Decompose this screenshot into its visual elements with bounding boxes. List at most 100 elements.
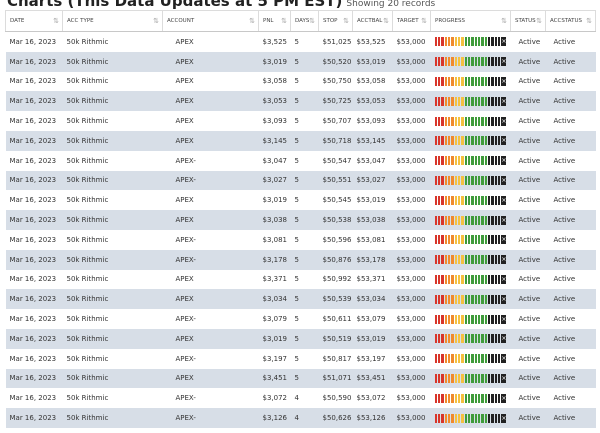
cell: Mar 16, 2023 — [9, 196, 57, 205]
cell: APEX- — [175, 354, 196, 363]
column-header[interactable]: ACCSTATUS ⇅ — [545, 10, 596, 32]
table-row[interactable]: Mar 16, 2023 50k Rithmic APEX $3,093 5 $50,70… — [6, 111, 596, 131]
table-row[interactable]: Mar 16, 2023 50k Rithmic APEX- $3,047 5 $50,5… — [6, 151, 596, 171]
sort-icon[interactable]: ⇅ — [501, 17, 507, 25]
sort-icon[interactable]: ⇅ — [343, 17, 349, 25]
cell: APEX- — [175, 156, 196, 165]
progress-segment — [464, 314, 467, 324]
column-header[interactable]: STOP ⇅ — [318, 10, 353, 32]
table-row[interactable]: Mar 16, 2023 50k Rithmic APEX $3,058 5 $50,75… — [6, 72, 596, 92]
progress-segment — [457, 413, 461, 423]
sort-icon[interactable]: ⇅ — [421, 17, 427, 25]
progress-segment — [477, 235, 481, 245]
table-row[interactable]: Mar 16, 2023 50k Rithmic APEX $3,145 5 $50,71… — [5, 130, 596, 151]
table-row[interactable]: Mar 16, 2023 50k Rithmic APEX $3,034 5 $50,53… — [5, 289, 596, 310]
cell: $53,000 — [396, 156, 426, 165]
progress-segment — [488, 334, 491, 344]
table-row[interactable]: Mar 16, 2023 50k Rithmic APEX $3,019 5 $50,54… — [6, 190, 596, 210]
progress-segment — [461, 354, 464, 364]
progress-segment — [451, 373, 454, 383]
progress-segment — [471, 393, 474, 403]
cell: $53,019 — [356, 196, 386, 205]
cell: 50k Rithmic — [62, 170, 163, 191]
table-row[interactable]: Mar 16, 2023 50k Rithmic APEX $3,525 5 $51,02… — [6, 32, 596, 52]
column-header[interactable]: ACCTBAL ⇅ — [352, 10, 393, 32]
cell: Mar 16, 2023 — [9, 77, 57, 86]
progress-segment — [477, 57, 481, 67]
table-row[interactable]: Mar 16, 2023 50k Rithmic APEX $3,451 5 $51,07… — [5, 368, 596, 389]
table-row[interactable]: Mar 16, 2023 50k Rithmic APEX- $3,072 4 $50,5… — [6, 388, 596, 408]
progress-segment — [484, 136, 487, 146]
cell: $50,707 — [322, 117, 352, 126]
cell: Mar 16, 2023 — [9, 354, 57, 363]
progress-segment — [464, 274, 467, 284]
progress-segment — [447, 334, 451, 344]
sort-icon[interactable]: ⇅ — [309, 17, 315, 25]
column-header[interactable]: TARGET ⇅ — [392, 10, 431, 32]
sort-icon[interactable]: ⇅ — [281, 17, 287, 25]
progress-segment — [481, 96, 484, 106]
progress-segment — [447, 314, 451, 324]
progress-end: × — [501, 393, 507, 403]
column-header[interactable]: DAYS ⇅ — [290, 10, 319, 32]
subtitle: Showing 20 records — [346, 0, 436, 9]
sort-icon[interactable]: ⇅ — [153, 17, 159, 25]
sort-icon[interactable]: ⇅ — [249, 17, 255, 25]
sort-icon[interactable]: ⇅ — [383, 17, 389, 25]
progress-segment — [491, 37, 494, 47]
progress-segment — [457, 175, 461, 185]
sort-icon[interactable]: ⇅ — [536, 17, 542, 25]
progress-segment — [491, 334, 494, 344]
cell: $51,071 — [318, 368, 353, 389]
progress-segment — [484, 393, 487, 403]
cell: Active — [545, 368, 596, 389]
cell: Active — [553, 156, 576, 165]
column-header[interactable]: PNL ⇅ — [258, 10, 291, 32]
progress-segment — [434, 37, 437, 47]
cell: $53,019 — [352, 328, 393, 349]
column-header[interactable]: DATE ⇅ — [5, 10, 63, 32]
progress-segment — [494, 195, 498, 205]
progress-segment — [498, 116, 501, 126]
cell: Active — [553, 37, 576, 46]
table-row[interactable]: Mar 16, 2023 50k Rithmic APEX $3,019 5 $50,51… — [5, 328, 596, 349]
table-row[interactable]: Mar 16, 2023 50k Rithmic APEX $3,019 5 $50,52… — [5, 51, 596, 72]
column-header[interactable]: ACCOUNT ⇅ — [162, 10, 259, 32]
column-label: STOP — [323, 18, 338, 24]
table-row[interactable]: Mar 16, 2023 50k Rithmic APEX- $3,197 5 $50,8… — [6, 349, 596, 369]
progress-segment — [464, 195, 467, 205]
progress-segment — [491, 255, 494, 265]
sort-icon[interactable]: ⇅ — [53, 17, 59, 25]
table-row[interactable]: Mar 16, 2023 50k Rithmic APEX- $3,081 5 $50,5… — [6, 230, 596, 250]
table-row[interactable]: Mar 16, 2023 50k Rithmic APEX- $3,079 5 $50,6… — [6, 309, 596, 329]
progress-segment — [481, 235, 484, 245]
column-header[interactable]: ACC TYPE ⇅ — [62, 10, 163, 32]
table-row[interactable]: Mar 16, 2023 50k Rithmic APEX $3,053 5 $50,72… — [5, 91, 596, 112]
progress-segment — [444, 354, 447, 364]
progress-segment — [444, 393, 447, 403]
table-row[interactable]: Mar 16, 2023 50k Rithmic APEX $3,038 5 $50,53… — [5, 210, 596, 230]
progress-segment — [481, 354, 484, 364]
progress-segment — [434, 413, 437, 423]
table-row[interactable]: Mar 16, 2023 50k Rithmic APEX- $3,027 5 $50,5… — [5, 170, 596, 191]
table-row[interactable]: Mar 16, 2023 50k Rithmic APEX- $3,126 4 $50,6… — [5, 408, 596, 428]
progress-segment — [457, 294, 461, 304]
cell: 5 — [290, 91, 319, 112]
progress-segment — [434, 96, 437, 106]
progress-segment — [464, 175, 467, 185]
column-header[interactable]: STATUS ⇅ — [510, 10, 546, 32]
progress-segment — [464, 393, 467, 403]
progress-segment — [484, 195, 487, 205]
sort-icon[interactable]: ⇅ — [586, 17, 592, 25]
progress-segment — [474, 116, 477, 126]
progress-segment — [474, 255, 477, 265]
progress-segment — [481, 334, 484, 344]
table-row[interactable]: Mar 16, 2023 50k Rithmic APEX $3,371 5 $50,99… — [6, 270, 596, 290]
table-row[interactable]: Mar 16, 2023 50k Rithmic APEX- $3,178 5 $50,8… — [5, 249, 596, 270]
progress-segment — [467, 354, 471, 364]
progress-segment — [471, 57, 474, 67]
column-header[interactable]: PROGRESS ⇅ — [430, 10, 511, 32]
progress-end: × — [501, 116, 507, 126]
progress-segment — [471, 255, 474, 265]
progress-end: × — [501, 255, 507, 265]
